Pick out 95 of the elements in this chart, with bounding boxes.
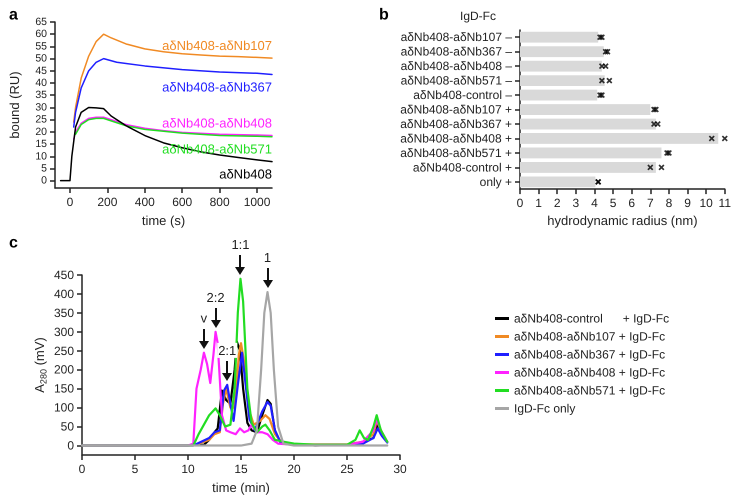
- y-tick-label: 50: [60, 420, 74, 434]
- legend-label: aδNb408-aδNb367 + IgD-Fc: [514, 348, 666, 362]
- x-tick-label: 4: [591, 196, 598, 210]
- y-tick-label: aδNb408-control –: [413, 88, 512, 102]
- y-tick-label: 60: [35, 28, 48, 40]
- y-tick-label: aδNb408-aδNb107 +: [400, 102, 512, 117]
- x-axis-title: time (s): [142, 213, 186, 228]
- y-tick-label: 30: [35, 101, 48, 114]
- y-tick-label: aδNb408-aδNb367 –: [400, 44, 512, 59]
- y-tick-label: aδNb408-aδNb107 –: [400, 30, 512, 44]
- x-tick-label: 8: [666, 196, 673, 210]
- y-tick-label: 100: [54, 400, 74, 415]
- y-tick-label: 55: [35, 40, 48, 52]
- x-tick-label: 1: [535, 196, 542, 210]
- annotation: 1: [264, 250, 272, 266]
- bar: [520, 118, 656, 130]
- y-tick-label: 400: [54, 286, 74, 301]
- x-axis-title: hydrodynamic radius (nm): [547, 213, 698, 228]
- annotation: 2:1: [218, 342, 236, 358]
- series-label: aδNb408-aδNb107: [162, 38, 272, 54]
- bar: [520, 162, 656, 173]
- x-tick-label: 0: [516, 196, 524, 210]
- bar: [520, 60, 602, 72]
- y-tick-label: 40: [35, 77, 48, 90]
- y-tick-label: 20: [35, 126, 48, 138]
- y-tick-label: 250: [54, 344, 74, 358]
- bar: [520, 133, 718, 144]
- x-tick-label: 10: [699, 196, 714, 210]
- bar: [520, 176, 596, 188]
- y-tick-label: aδNb408-aδNb408 +: [400, 131, 512, 146]
- x-tick-label: 3: [572, 196, 580, 210]
- x-tick-label: 25: [340, 462, 354, 476]
- y-tick-label: aδNb408-aδNb367 +: [400, 117, 512, 132]
- y-tick-label: aδNb408-aδNb408 –: [400, 59, 512, 74]
- x-tick-label: 6: [628, 196, 636, 210]
- line-series: [72, 58, 273, 128]
- series-label: aδNb408-aδNb367: [162, 79, 272, 94]
- y-tick-label: 45: [35, 64, 48, 77]
- x-tick-label: 5: [132, 462, 139, 476]
- y-tick-label: aδNb408-aδNb571 –: [400, 74, 512, 88]
- y-tick-label: aδNb408-control +: [412, 160, 512, 174]
- series-label: aδNb408-aδNb408: [162, 116, 272, 131]
- y-tick-label: 350: [54, 306, 74, 320]
- x-tick-label: 7: [646, 196, 654, 210]
- y-tick-label: only +: [480, 174, 512, 189]
- y-tick-label: 25: [35, 114, 48, 126]
- x-axis-title: time (min): [212, 480, 270, 495]
- y-tick-label: 200: [54, 362, 74, 377]
- chart-title: c: [9, 234, 18, 252]
- bar: [520, 90, 598, 101]
- y-axis-title: IgD-Fc: [460, 9, 496, 23]
- y-tick-label: 450: [54, 268, 74, 282]
- x-tick-label: 10: [181, 462, 195, 476]
- y-tick-label: 65: [35, 16, 48, 28]
- series-label: aδNb408: [219, 166, 272, 182]
- annotation: 1:1: [231, 236, 250, 252]
- y-axis-title: A280 (mV): [32, 337, 48, 393]
- y-tick-label: 0: [41, 174, 48, 187]
- x-tick-label: 400: [134, 195, 156, 209]
- annotation: v: [200, 310, 208, 326]
- x-tick-label: 200: [97, 195, 118, 209]
- text: b: [379, 6, 389, 24]
- y-tick-label: 50: [35, 52, 48, 65]
- y-tick-label: 35: [35, 89, 48, 102]
- legend-label: aδNb408-aδNb571 + IgD-Fc: [514, 384, 666, 398]
- y-axis-title: bound (RU): [7, 71, 22, 139]
- x-tick-label: 800: [210, 195, 230, 209]
- x-tick-label: 5: [610, 196, 617, 210]
- x-tick-label: 20: [287, 462, 301, 476]
- line-series: [60, 106, 273, 182]
- x-tick-label: 15: [234, 462, 248, 476]
- x-tick-label: 11: [718, 196, 732, 210]
- bar: [520, 104, 650, 115]
- bar: [520, 46, 604, 58]
- x-tick-label: 9: [684, 196, 692, 210]
- x-tick-label: 0: [78, 462, 86, 476]
- legend-label: aδNb408-control + IgD-Fc: [514, 312, 670, 326]
- legend-label: aδNb408-aδNb107 + IgD-Fc: [514, 330, 666, 344]
- y-tick-label: 10: [35, 150, 48, 162]
- legend-label: aδNb408-aδNb408 + IgD-Fc: [514, 366, 666, 380]
- x-tick-label: 1000: [244, 195, 271, 209]
- bar: [520, 32, 598, 43]
- y-tick-label: 0: [67, 438, 74, 453]
- y-tick-label: 15: [35, 138, 48, 150]
- annotation: 2:2: [206, 290, 225, 305]
- y-tick-label: 150: [54, 382, 74, 396]
- bar: [520, 75, 605, 86]
- legend-label: IgD-Fc only: [514, 402, 576, 416]
- bar: [520, 148, 662, 158]
- x-tick-label: 600: [172, 195, 193, 209]
- x-tick-label: 2: [554, 196, 561, 210]
- chart-title: a: [9, 6, 18, 24]
- y-tick-label: 5: [41, 162, 48, 174]
- y-tick-label: 300: [54, 324, 74, 339]
- y-tick-label: aδNb408-aδNb571 +: [400, 146, 512, 160]
